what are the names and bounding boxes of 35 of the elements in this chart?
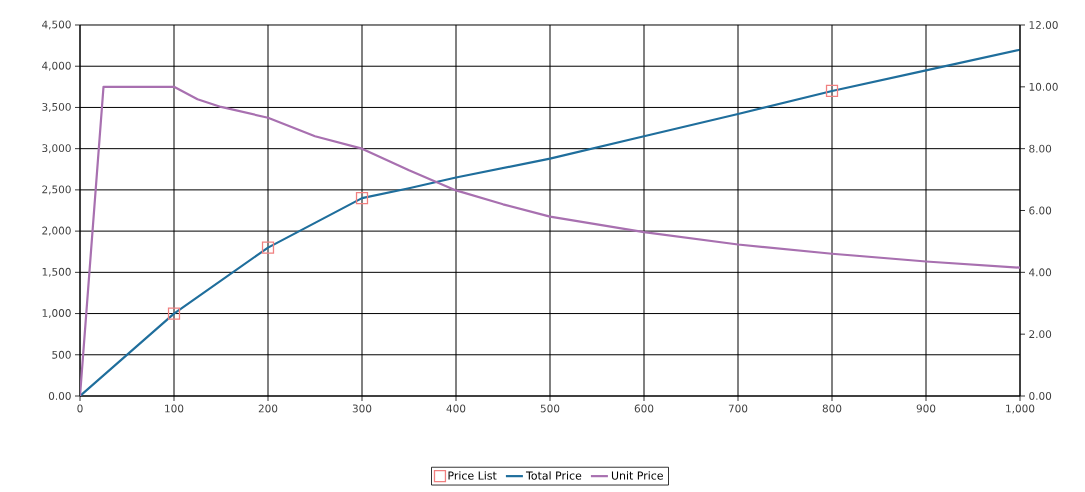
y-tick-label: 3,000 bbox=[42, 144, 71, 154]
y2-tick-label: 2.00 bbox=[1029, 330, 1052, 339]
y-tick-label: 4,500 bbox=[42, 20, 71, 30]
x-tick-label: 900 bbox=[916, 404, 936, 413]
point bbox=[825, 84, 839, 98]
x-tick-label: 600 bbox=[634, 404, 654, 413]
x-tick-label: 0 bbox=[77, 404, 83, 413]
x-tick-label: 100 bbox=[165, 404, 184, 413]
point bbox=[261, 241, 275, 254]
y-tick-label: 500 bbox=[52, 350, 71, 359]
x-tick-label: 200 bbox=[258, 404, 278, 413]
point bbox=[167, 307, 181, 320]
y-tick-label: 2,000 bbox=[42, 226, 71, 236]
x-tick-label: 1,000 bbox=[1006, 404, 1035, 414]
y-tick-label: 3,500 bbox=[42, 102, 71, 112]
legend-label: Unit Price bbox=[611, 471, 663, 480]
x-tick-label: 300 bbox=[352, 404, 372, 413]
y-tick-label: 4,000 bbox=[42, 61, 71, 71]
x-tick-label: 400 bbox=[446, 404, 466, 413]
x-tick-label: 800 bbox=[822, 404, 842, 413]
y2-tick-label: 0.00 bbox=[1029, 392, 1052, 400]
y-tick-label: 1,000 bbox=[42, 309, 71, 319]
legend-label: Price List bbox=[448, 471, 497, 480]
y-tick-label: 0.00 bbox=[48, 392, 71, 400]
y-tick-label: 2,500 bbox=[42, 185, 71, 195]
x-tick-label: 700 bbox=[728, 404, 748, 413]
x-tick-label: 500 bbox=[540, 404, 560, 413]
y2-tick-label: 8.00 bbox=[1029, 144, 1052, 153]
y2-tick-label: 6.00 bbox=[1029, 206, 1052, 215]
point bbox=[355, 192, 369, 205]
legend-label: Total Price bbox=[525, 471, 582, 480]
y-tick-label: 1,500 bbox=[42, 267, 71, 277]
y2-tick-label: 12.00 bbox=[1029, 21, 1058, 29]
y2-tick-label: 4.00 bbox=[1029, 268, 1052, 277]
y2-tick-label: 10.00 bbox=[1029, 82, 1058, 91]
